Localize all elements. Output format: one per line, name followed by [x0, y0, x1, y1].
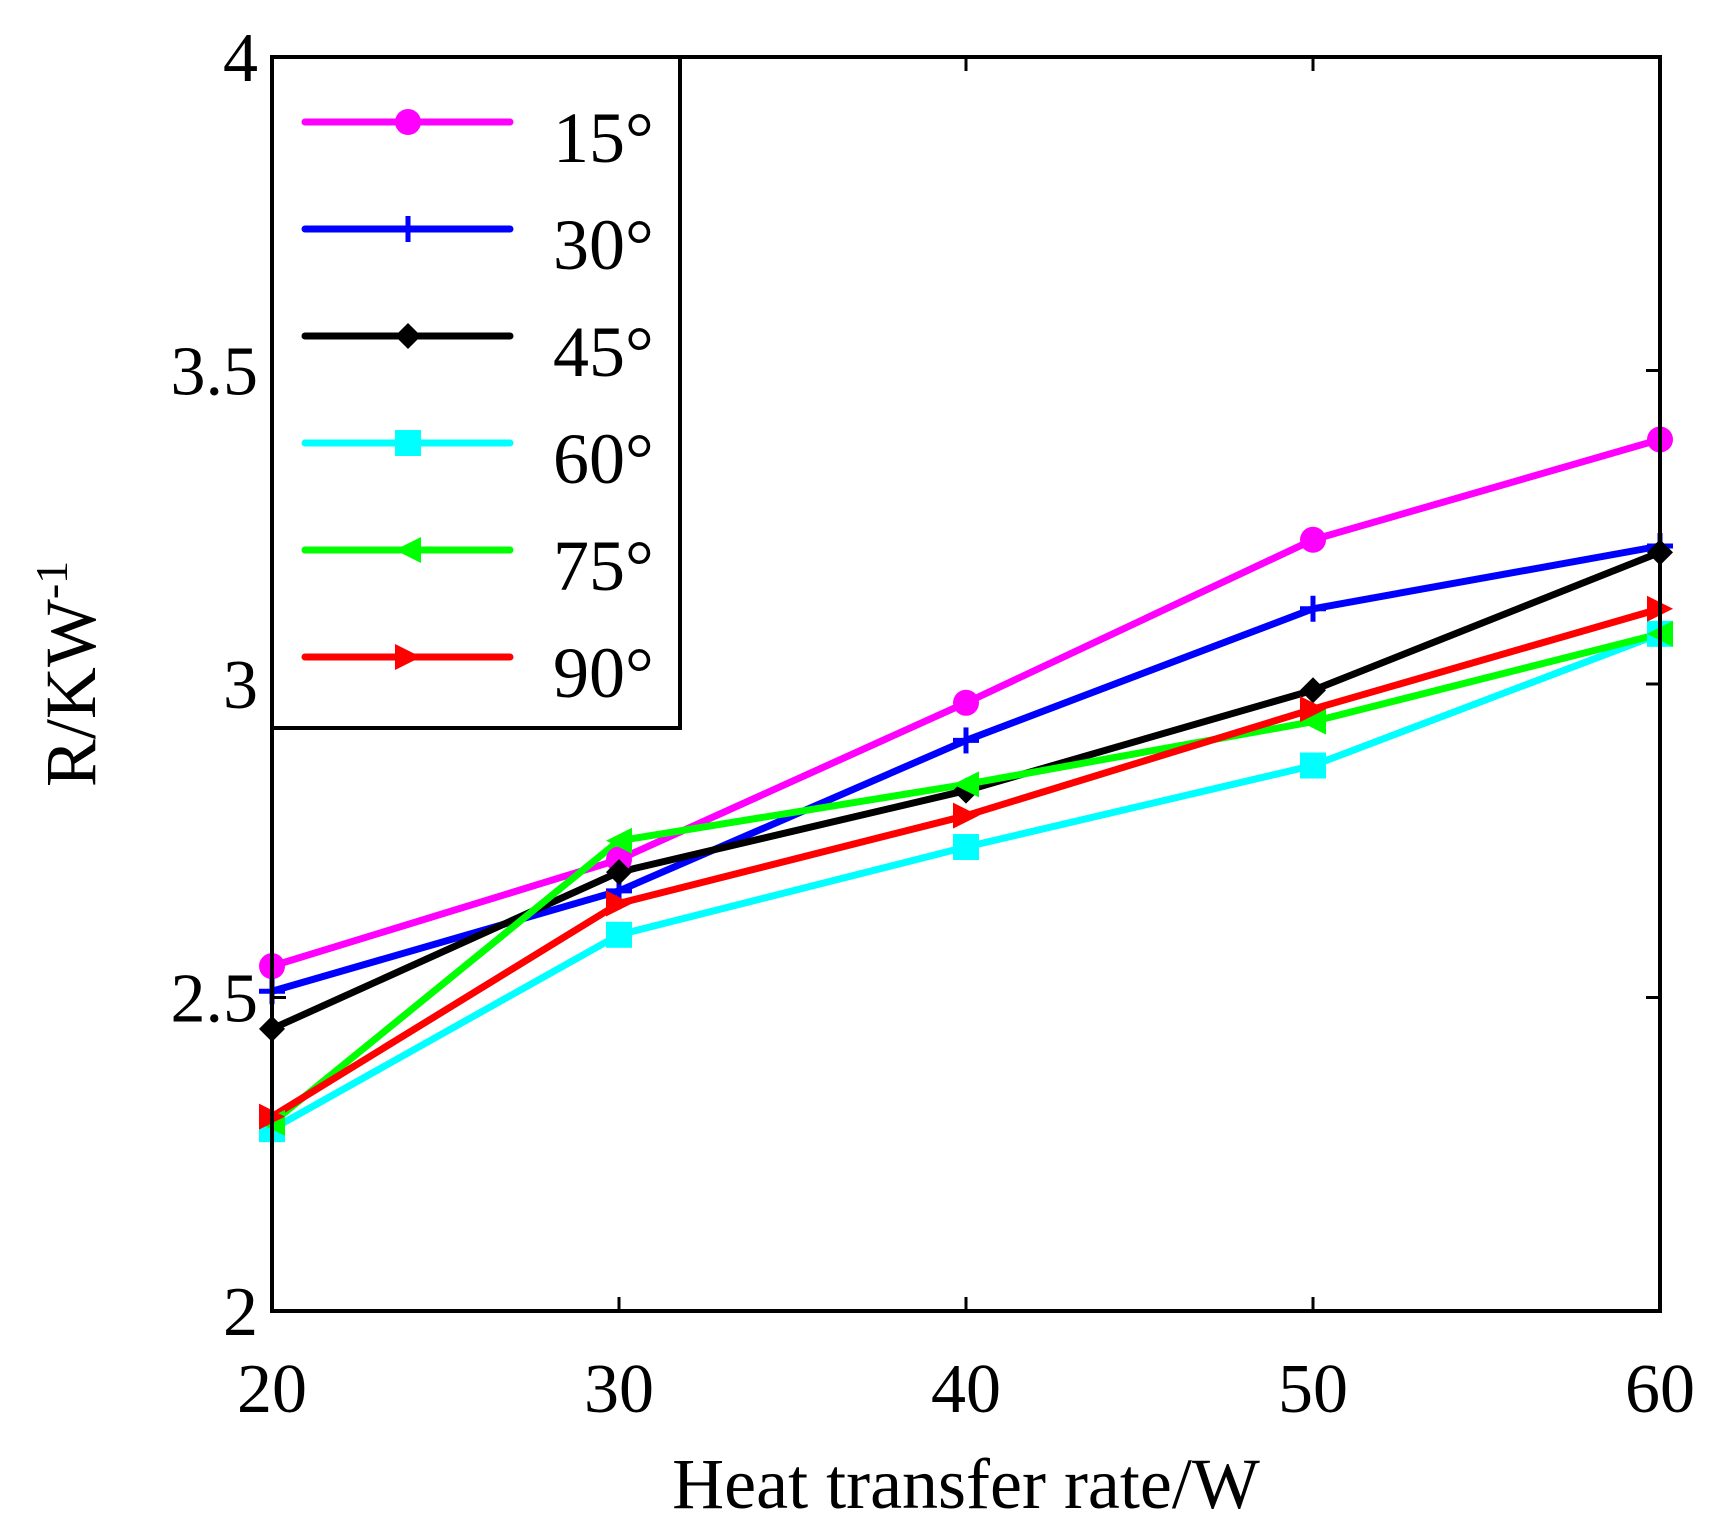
legend-label: 60°	[553, 419, 654, 499]
x-axis-title: Heat transfer rate/W	[672, 1444, 1260, 1524]
y-tick-label: 4	[223, 20, 258, 97]
legend-label: 90°	[553, 633, 654, 713]
data-point-s3-p2	[953, 834, 979, 861]
data-point-s1-p3	[1300, 595, 1326, 622]
legend-marker	[395, 216, 421, 242]
data-point-s5-p2	[953, 802, 979, 829]
data-point-s2-p1	[606, 859, 632, 886]
y-axis-title: R/KW-1	[26, 561, 111, 787]
y-tick-label: 2	[223, 1274, 258, 1351]
legend-marker	[395, 537, 421, 563]
x-tick-label: 60	[1625, 1351, 1695, 1428]
legend-item-5: 90°	[301, 633, 654, 713]
legend-label: 15°	[553, 98, 654, 178]
x-tick-label: 50	[1278, 1351, 1348, 1428]
legend: 15° 30° 45° 60° 75° 90°	[270, 55, 682, 730]
legend-marker	[395, 430, 421, 456]
data-point-s3-p1	[606, 921, 632, 948]
legend-item-3: 60°	[301, 419, 654, 499]
legend-item-2: 45°	[301, 312, 654, 392]
y-tick-label: 3	[223, 647, 258, 724]
legend-marker	[395, 323, 421, 349]
data-point-s5-p3	[1300, 696, 1326, 723]
legend-label: 45°	[553, 312, 654, 392]
data-point-s0-p2	[953, 689, 979, 716]
y-axis-title-main: R/KW	[31, 599, 111, 787]
legend-label: 75°	[553, 526, 654, 606]
axis-tick-labels: 20 30 40 50 60 2 2.5 3 3.5 4	[171, 20, 1696, 1428]
legend-item-1: 30°	[301, 205, 654, 285]
legend-item-0: 15°	[301, 98, 654, 178]
legend-item-4: 75°	[301, 526, 654, 606]
data-point-s3-p3	[1300, 752, 1326, 779]
y-tick-label: 3.5	[171, 334, 259, 411]
x-tick-label: 20	[237, 1351, 307, 1428]
data-point-s4-p1	[606, 827, 632, 854]
legend-items: 15° 30° 45° 60° 75° 90°	[301, 98, 654, 713]
data-point-s4-p3	[1300, 708, 1326, 735]
x-tick-label: 40	[931, 1351, 1001, 1428]
legend-marker	[395, 109, 421, 135]
legend-label: 30°	[553, 205, 654, 285]
data-point-s2-p3	[1300, 677, 1326, 704]
data-point-s0-p3	[1300, 526, 1326, 553]
y-tick-label: 2.5	[171, 961, 259, 1038]
data-point-s5-p1	[606, 890, 632, 917]
data-point-s4-p2	[953, 771, 979, 798]
data-point-s1-p2	[953, 727, 979, 754]
legend-box	[270, 55, 682, 730]
y-axis-title-superscript: -1	[26, 561, 77, 599]
x-tick-label: 30	[584, 1351, 654, 1428]
legend-marker	[395, 644, 421, 670]
